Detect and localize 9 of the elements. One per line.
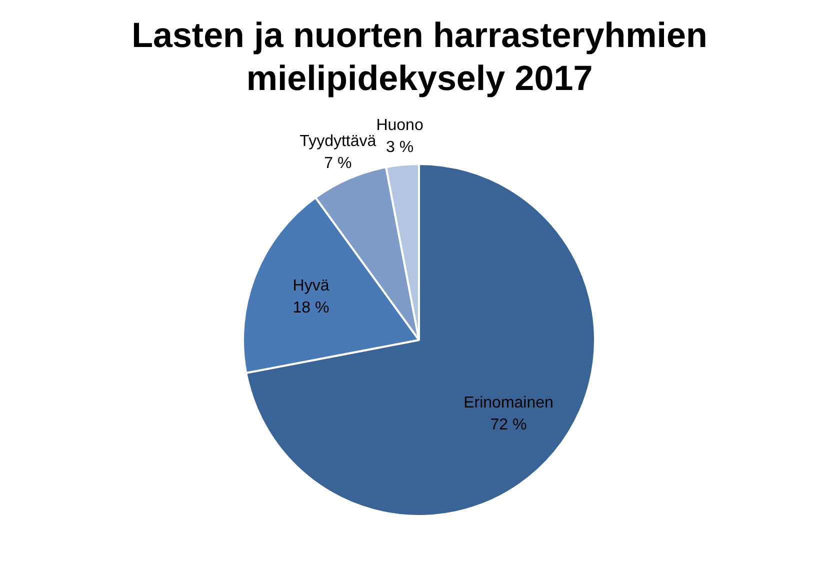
chart-title: Lasten ja nuorten harrasteryhmien mielipidekysely 2017 xyxy=(130,15,708,100)
slice-label: Hyvä xyxy=(292,278,330,295)
slice-label: Erinomainen xyxy=(464,394,554,412)
slice-label: Huono xyxy=(376,117,424,134)
data-label: 72 % xyxy=(490,416,527,434)
slice-label: Tyydyttävä xyxy=(300,133,376,150)
data-label: 7 % xyxy=(324,155,352,172)
data-label: 18 % xyxy=(292,300,330,317)
data-label: 3 % xyxy=(386,139,414,156)
